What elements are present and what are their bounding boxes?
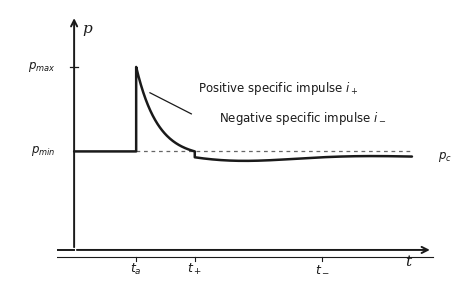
Text: $p_{max}$: $p_{max}$ bbox=[27, 60, 55, 74]
Text: $p_c$: $p_c$ bbox=[438, 150, 452, 164]
Text: Positive specific impulse $i_+$: Positive specific impulse $i_+$ bbox=[198, 80, 359, 97]
Text: $t_+$: $t_+$ bbox=[187, 262, 202, 278]
Text: $t_-$: $t_-$ bbox=[315, 262, 330, 275]
Text: $t_a$: $t_a$ bbox=[130, 262, 142, 278]
Text: t: t bbox=[405, 255, 411, 269]
Text: p: p bbox=[83, 22, 92, 37]
Text: $p_{min}$: $p_{min}$ bbox=[31, 144, 55, 158]
Text: Negative specific impulse $i_-$: Negative specific impulse $i_-$ bbox=[219, 110, 386, 127]
